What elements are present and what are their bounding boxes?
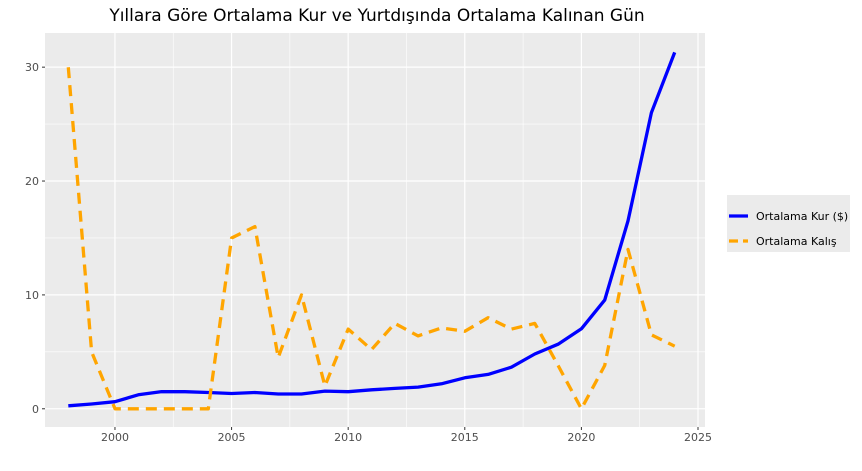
grid-lines: [45, 33, 705, 427]
x-tick-label: 2025: [684, 431, 712, 444]
series-line-ortalama-kalis: [66, 67, 676, 411]
x-tick-label: 2010: [334, 431, 362, 444]
chart-title: Yıllara Göre Ortalama Kur ve Yurtdışında…: [108, 6, 644, 26]
x-tick-label: 2000: [101, 431, 129, 444]
axis-ticks: 2000 2005 2010 2015 2020 2025 0 10 20 30: [25, 61, 712, 444]
y-tick-label: 20: [25, 175, 39, 188]
y-tick-label: 30: [25, 61, 39, 74]
series-lines: [66, 51, 677, 411]
x-tick-label: 2005: [218, 431, 246, 444]
legend: Ortalama Kur ($) Ortalama Kalış: [727, 195, 850, 252]
plot-panel: [45, 33, 705, 427]
y-tick-label: 10: [25, 289, 39, 302]
x-tick-label: 2015: [451, 431, 479, 444]
series-line-ortalama-kur: [68, 51, 677, 408]
x-tick-label: 2020: [567, 431, 595, 444]
y-tick-label: 0: [32, 403, 39, 416]
legend-label-ortalama-kalis: Ortalama Kalış: [756, 235, 837, 248]
legend-label-ortalama-kur: Ortalama Kur ($): [756, 210, 848, 223]
